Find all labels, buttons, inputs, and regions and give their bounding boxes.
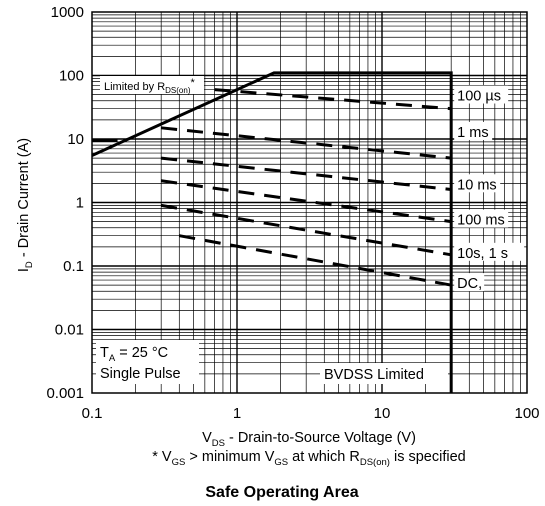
conditions-label-bg [96, 340, 199, 384]
series-line-4 [160, 203, 452, 257]
series-labels: 100 µs 1 ms 10 ms 100 ms 10s, 1 s DC, [454, 85, 525, 292]
ta-label: TA = 25 °C [100, 345, 168, 364]
y-axis-label: ID - Drain Current (A) [16, 138, 35, 272]
series-label-2: 10 ms [457, 177, 497, 193]
series-label-bg [454, 174, 501, 193]
limited-label: Limited by RDS(on)* [104, 77, 195, 95]
y-tick-label: 1000 [51, 4, 84, 21]
series-line-0 [214, 88, 452, 111]
footnote: * VGS > minimum VGS at which RDS(on) is … [152, 449, 465, 468]
x-axis-label: VDS - Drain-to-Source Voltage (V) [202, 430, 416, 449]
bvdss-label: BVDSS Limited [324, 367, 424, 383]
series-label-bg [454, 273, 485, 292]
plot-frame [91, 11, 528, 394]
y-tick-label: 10 [67, 131, 84, 148]
series-label-bg [454, 121, 493, 140]
tick-labels: 0.1 1 10 100 1000 100 10 1 0.1 0.01 0.001 [46, 4, 539, 422]
single-pulse-label: Single Pulse [100, 366, 181, 382]
curves [91, 71, 453, 393]
limited-label-bg [100, 76, 204, 94]
bvdss-label-bg [320, 363, 448, 384]
y-tick-label: 0.1 [63, 258, 84, 275]
x-tick-label: 10 [374, 405, 391, 422]
y-tick-label: 1 [76, 195, 84, 212]
series-label-bg [454, 242, 525, 261]
series-label-3: 100 ms [457, 213, 505, 229]
y-tick-label: 100 [59, 68, 84, 85]
series-line-1 [161, 126, 452, 160]
series-label-bg [454, 85, 509, 104]
grid [92, 12, 527, 393]
boundary-line [91, 71, 453, 393]
series-label-0: 100 µs [457, 89, 501, 105]
series-line-2 [161, 156, 452, 192]
x-tick-label: 0.1 [82, 405, 103, 422]
chart-title: Safe Operating Area [205, 484, 358, 501]
series-line-3 [160, 179, 452, 224]
x-tick-label: 1 [233, 405, 241, 422]
series-label-bg [454, 209, 509, 228]
series-line-5 [179, 234, 452, 287]
series-label-1: 1 ms [457, 125, 488, 141]
series-label-5: DC, [457, 276, 482, 292]
y-tick-label: 0.001 [46, 385, 84, 402]
series-label-4: 10s, 1 s [457, 246, 508, 262]
x-tick-label: 100 [514, 405, 539, 422]
y-tick-label: 0.01 [55, 322, 84, 339]
